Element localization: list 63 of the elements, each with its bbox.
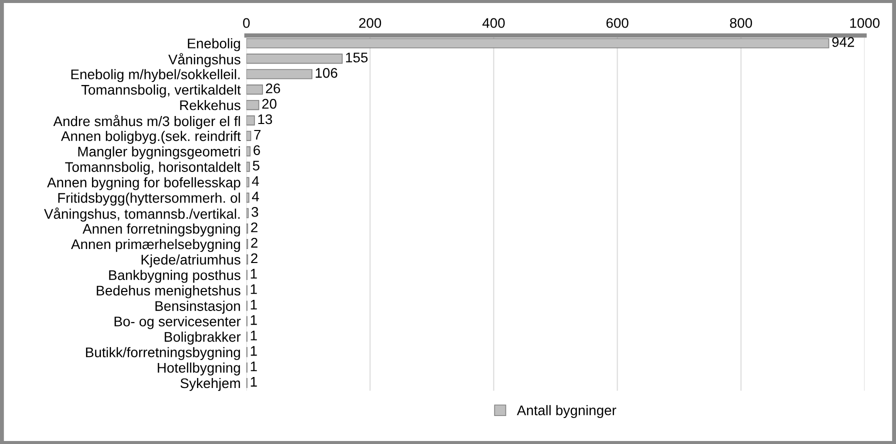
data-label: 3 xyxy=(252,207,258,217)
data-label: 26 xyxy=(266,83,280,94)
x-tick-label: 1000 xyxy=(850,18,880,28)
x-tick-label: 600 xyxy=(606,18,628,28)
y-tick-label: Hotellbygning xyxy=(158,362,240,376)
data-label: 155 xyxy=(346,52,368,62)
data-label: 1 xyxy=(250,377,257,387)
y-tick-label: Bo- og servicesenter xyxy=(114,316,241,330)
data-label: 2 xyxy=(251,253,258,264)
x-tick-label: 400 xyxy=(482,18,505,28)
x-tick-label: 0 xyxy=(243,18,250,28)
bar xyxy=(246,115,255,126)
data-label: 1 xyxy=(250,330,257,340)
y-tick-label: Fritidsbygg(hyttersommerh. ol xyxy=(58,192,240,206)
data-label: 1 xyxy=(250,284,257,294)
bar xyxy=(246,192,250,203)
data-label: 7 xyxy=(254,130,261,140)
data-label: 1 xyxy=(250,315,257,325)
y-tick-label: Bedehus menighetshus xyxy=(96,285,240,298)
y-tick-label: Tomannsbolig, vertikaldelt xyxy=(81,84,241,98)
y-tick-label: Annen bygning for bofellesskap xyxy=(47,177,240,190)
y-tick-label: Våningshus xyxy=(168,53,240,68)
y-tick-label: Enebolig xyxy=(188,38,240,52)
y-tick-label: Våningshus, tomannsb./vertikal. xyxy=(44,208,240,222)
legend-label: Antall bygninger xyxy=(516,405,616,418)
bar xyxy=(246,130,252,141)
data-label: 2 xyxy=(251,238,258,248)
bar xyxy=(246,146,251,156)
y-tick-label: Mangler bygningsgeometri xyxy=(78,146,240,160)
bar xyxy=(246,100,260,110)
data-label: 1 xyxy=(250,300,257,310)
y-tick-label: Tomannsbolig, horisontaldelt xyxy=(65,162,241,175)
data-label: 2 xyxy=(251,222,258,232)
x-tick-label: 200 xyxy=(359,18,382,28)
data-label: 1 xyxy=(250,346,257,356)
data-label: 20 xyxy=(262,98,276,109)
bar xyxy=(246,54,343,64)
y-tick-label: Andre småhus m/3 boliger el fl xyxy=(53,114,240,129)
bar xyxy=(246,69,312,80)
y-tick-label: Annen forretningsbygning xyxy=(82,224,240,236)
data-label: 1 xyxy=(250,362,257,372)
y-tick-label: Bensinstasjon xyxy=(156,300,240,314)
y-tick-label: Rekkehus xyxy=(180,100,240,110)
y-tick-label: Butikk/forretningsbygning xyxy=(86,347,240,360)
y-tick-label: Bankbygning posthus xyxy=(109,270,240,283)
y-tick-label: Sykehjem xyxy=(180,378,240,391)
y-tick-label: Kjede/atriumhus xyxy=(142,254,240,268)
bar xyxy=(246,84,263,95)
data-label: 13 xyxy=(258,114,272,124)
data-label: 106 xyxy=(316,68,338,78)
y-tick-label: Annen primærhelsebygning xyxy=(71,238,240,252)
bar xyxy=(246,162,250,172)
data-label: 4 xyxy=(252,176,259,186)
bar xyxy=(246,177,250,188)
y-tick-label: Annen boligbyg.(sek. reindrift xyxy=(61,130,241,144)
data-label: 4 xyxy=(252,192,259,202)
y-tick-label: Boligbrakker xyxy=(164,332,241,345)
data-label: 6 xyxy=(254,145,260,156)
x-tick-label: 800 xyxy=(730,18,752,28)
data-label: 5 xyxy=(252,160,260,171)
data-label: 1 xyxy=(250,268,257,278)
y-tick-label: Enebolig m/hybel/sokkelleil. xyxy=(71,69,240,82)
data-label: 942 xyxy=(832,37,854,47)
